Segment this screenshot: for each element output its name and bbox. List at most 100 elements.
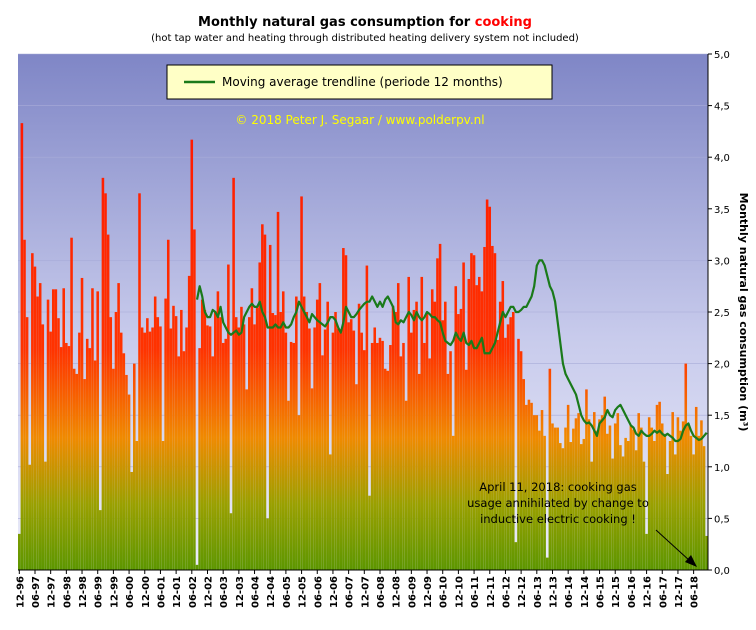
bar xyxy=(268,244,272,571)
y-tick-label: 3,5 xyxy=(714,205,730,216)
x-tick-label: 06-09 xyxy=(407,576,418,608)
bar xyxy=(430,289,434,570)
bar xyxy=(281,291,285,570)
bar xyxy=(114,312,118,570)
x-tick-label: 12-97 xyxy=(47,576,58,608)
bar xyxy=(595,430,599,570)
bar xyxy=(519,351,523,570)
x-ticks: 12-96 06-97 12-97 06-98 12-98 06-99 12-99 06-00… xyxy=(15,570,701,608)
bar xyxy=(161,441,165,570)
bar xyxy=(634,450,638,570)
bar xyxy=(559,443,562,570)
bar xyxy=(193,229,196,570)
title-prefix: Monthly natural gas consumption for xyxy=(198,15,471,30)
bar xyxy=(51,289,55,570)
bar xyxy=(433,301,437,570)
bar xyxy=(347,322,350,570)
x-tick-label: 12-03 xyxy=(235,576,246,608)
bar xyxy=(203,309,207,570)
x-tick-label: 06-01 xyxy=(156,576,167,608)
annotation-arrow-head xyxy=(685,555,697,567)
bar xyxy=(425,312,429,570)
bar xyxy=(626,441,630,570)
bar xyxy=(106,234,110,570)
bar xyxy=(67,346,71,570)
bar xyxy=(62,288,65,570)
bar xyxy=(80,277,84,570)
x-tick-label: 06-06 xyxy=(313,576,324,608)
bar xyxy=(18,533,21,570)
bar xyxy=(240,306,243,570)
x-tick-label: 06-98 xyxy=(62,576,73,608)
bar xyxy=(54,289,58,570)
bar xyxy=(219,317,222,570)
bar xyxy=(462,262,465,570)
bar xyxy=(41,324,45,570)
bar xyxy=(153,296,157,570)
bar xyxy=(143,332,147,570)
bar xyxy=(483,246,486,571)
bar xyxy=(242,324,246,570)
bar xyxy=(386,370,390,570)
bar xyxy=(509,317,512,570)
bar xyxy=(647,417,651,570)
y-tick-label: 4,5 xyxy=(714,102,730,113)
bar xyxy=(472,255,476,571)
x-tick-label: 06-11 xyxy=(470,576,481,608)
bar xyxy=(394,312,397,570)
bar xyxy=(396,283,400,570)
bar xyxy=(33,266,37,570)
bar xyxy=(140,327,144,570)
bar xyxy=(250,288,254,570)
bar xyxy=(407,276,410,570)
bar xyxy=(606,433,609,570)
bar xyxy=(412,309,416,570)
bar xyxy=(302,296,306,570)
bar xyxy=(164,298,167,570)
bar xyxy=(399,356,403,570)
bar xyxy=(697,435,701,570)
bar xyxy=(545,557,549,570)
x-tick-label: 06-07 xyxy=(345,576,356,608)
bar xyxy=(485,199,489,570)
annotation-arrow-line xyxy=(655,529,691,562)
bar xyxy=(159,326,162,570)
bar xyxy=(156,317,160,570)
bar xyxy=(564,427,567,570)
bar xyxy=(629,425,633,570)
bar xyxy=(65,342,68,570)
bar xyxy=(245,389,248,570)
bar xyxy=(232,177,235,570)
bar xyxy=(491,245,494,570)
bar xyxy=(224,338,228,570)
bar xyxy=(423,342,426,570)
x-tick-label: 06-16 xyxy=(627,576,638,608)
bar xyxy=(99,510,102,570)
bar xyxy=(261,224,264,570)
bar xyxy=(681,421,685,570)
bar xyxy=(522,379,525,570)
bar xyxy=(514,542,518,570)
bar xyxy=(663,433,667,570)
bar xyxy=(271,313,275,570)
bar xyxy=(287,400,290,570)
bar xyxy=(300,196,303,571)
bar xyxy=(655,404,659,570)
bar xyxy=(378,337,382,570)
bar xyxy=(237,327,241,570)
bar xyxy=(151,327,154,570)
bar xyxy=(326,301,329,570)
bar xyxy=(540,410,544,570)
bar xyxy=(428,358,431,570)
bar xyxy=(318,283,322,570)
y-ticks: 0,0 0,5 1,0 1,5 2,0 2,5 3,0 3,5 4,0 4,5 5,0 xyxy=(708,50,730,577)
bar xyxy=(436,258,439,570)
bar xyxy=(344,255,348,571)
bar xyxy=(582,438,586,570)
legend-label: Moving average trendline (periode 12 mon… xyxy=(222,75,503,89)
x-tick-label: 06-05 xyxy=(282,576,293,608)
bar xyxy=(611,458,614,570)
bar xyxy=(70,237,73,570)
bar xyxy=(498,301,502,570)
bar xyxy=(702,446,706,570)
